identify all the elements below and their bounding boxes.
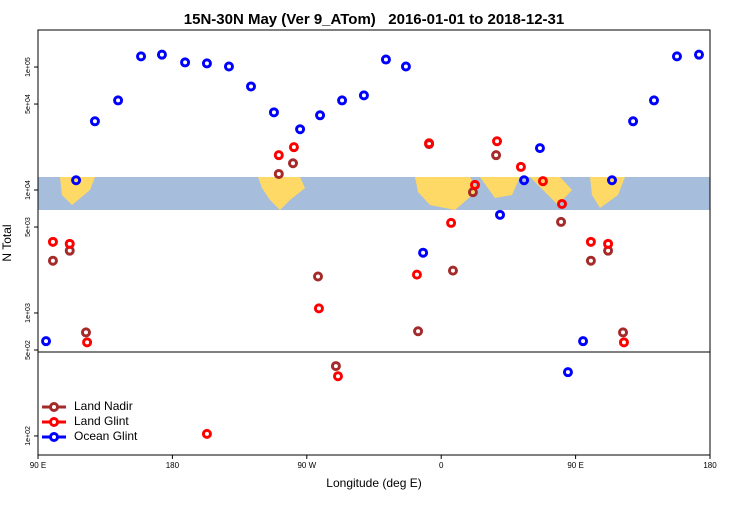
point: [515, 161, 526, 172]
legend-label: Land Nadir: [74, 399, 133, 413]
point: [649, 95, 659, 106]
point: [491, 150, 502, 161]
point: [223, 61, 234, 72]
point: [693, 49, 704, 60]
point: [492, 136, 503, 147]
y-tick-label: 5e+03: [25, 217, 32, 237]
point: [337, 95, 348, 106]
point: [495, 209, 505, 220]
point: [89, 116, 100, 127]
point: [313, 271, 323, 282]
y-tick-label: 5e+04: [25, 94, 32, 114]
point: [332, 371, 343, 382]
legend-label: Ocean Glint: [74, 429, 138, 443]
y-tick-label: 1e+03: [25, 303, 32, 323]
y-tick-label: 1e+04: [25, 180, 32, 200]
x-tick-label: 90 E: [567, 461, 583, 470]
y-axis-label: N Total: [0, 224, 14, 261]
point: [82, 337, 93, 348]
legend-marker: [49, 417, 59, 427]
point: [180, 57, 191, 68]
point: [607, 175, 617, 186]
point: [556, 198, 567, 209]
point: [273, 150, 284, 161]
x-tick-label: 0: [439, 461, 444, 470]
point: [411, 269, 422, 280]
point: [47, 236, 58, 247]
point: [313, 303, 324, 314]
point: [603, 238, 614, 249]
point: [537, 176, 548, 187]
point: [136, 51, 147, 62]
point: [618, 337, 629, 348]
point: [446, 217, 457, 228]
point: [245, 81, 256, 92]
point: [418, 247, 429, 258]
point: [358, 90, 369, 101]
x-tick-label: 90 W: [297, 461, 316, 470]
point: [400, 61, 411, 72]
point: [41, 336, 52, 347]
y-tick-label: 5e+02: [25, 340, 32, 360]
point: [534, 143, 545, 154]
point: [156, 49, 167, 60]
point: [628, 116, 639, 127]
point: [447, 265, 458, 276]
legend-marker: [49, 432, 59, 442]
point: [469, 179, 480, 190]
point: [288, 142, 299, 153]
plot-frame: [37, 29, 711, 456]
point: [585, 255, 596, 266]
point: [424, 138, 435, 149]
x-tick-label: 90 E: [30, 461, 46, 470]
point: [315, 110, 326, 121]
x-axis-label: Longitude (deg E): [326, 476, 421, 490]
legend-label: Land Glint: [74, 414, 129, 428]
point: [80, 327, 91, 338]
point: [64, 238, 75, 249]
point: [113, 95, 124, 106]
y-tick-label: 1e+02: [25, 426, 32, 446]
point: [413, 326, 424, 337]
point: [380, 54, 391, 65]
point: [71, 175, 82, 186]
point: [585, 236, 596, 247]
chart-title: 15N-30N May (Ver 9_ATom) 2016-01-01 to 2…: [184, 11, 564, 28]
point: [556, 216, 567, 227]
point: [671, 51, 682, 62]
point: [519, 175, 530, 186]
point: [273, 168, 284, 179]
point: [578, 336, 589, 347]
point: [562, 367, 573, 378]
legend-marker: [49, 402, 59, 412]
point: [287, 158, 298, 169]
point: [295, 124, 306, 135]
point: [47, 255, 58, 266]
x-tick-label: 180: [703, 461, 717, 470]
point: [201, 428, 212, 439]
x-tick-label: 180: [166, 461, 180, 470]
point: [330, 361, 341, 372]
point: [268, 107, 279, 118]
map-band: [38, 177, 710, 210]
y-tick-label: 1e+05: [25, 57, 32, 77]
point: [201, 58, 212, 69]
point: [618, 327, 629, 338]
